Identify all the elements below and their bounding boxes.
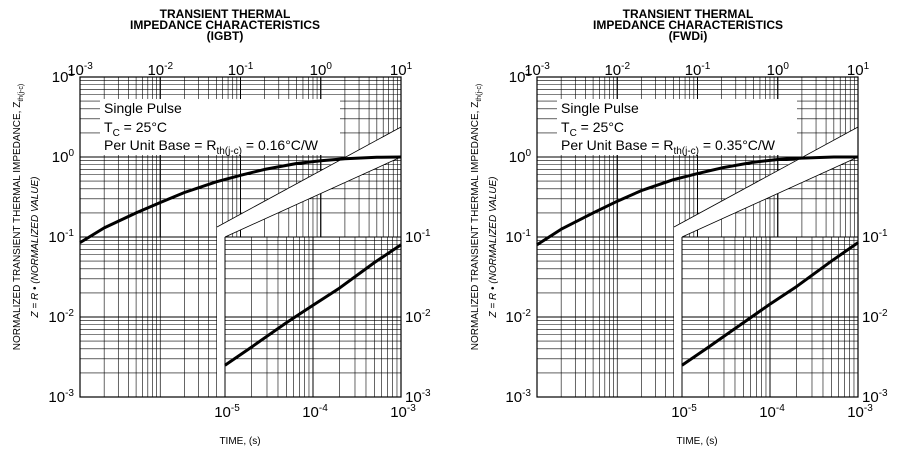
- plot-frame: [536, 76, 859, 398]
- gap-edge: [673, 126, 859, 228]
- annotation-tc: TC = 25°C: [561, 119, 624, 139]
- right-y-tick-label: 10-3: [405, 388, 431, 406]
- left-y-tick-label: 10-1: [505, 228, 531, 246]
- chart-title-line: TRANSIENT THERMAL: [623, 7, 754, 21]
- chart-title-line: IMPEDANCE CHARACTERISTICS: [130, 18, 320, 32]
- top-x-tick-label: 10-3: [524, 61, 550, 79]
- series-line-bottom-right: [224, 243, 402, 367]
- y-axis-label: NORMALIZED TRANSIENT THERMAL IMPEDANCE, …: [470, 84, 483, 350]
- top-x-tick-label: 10-2: [147, 61, 173, 79]
- series-line-top-left: [536, 155, 858, 247]
- top-x-tick-label: 100: [767, 61, 790, 79]
- left-y-tick-label: 10-2: [48, 308, 74, 326]
- right-y-tick-label: 10-1: [862, 228, 888, 246]
- annotation-per-unit-base: Per Unit Base = Rth(j-c) = 0.35°C/W: [561, 137, 776, 157]
- left-y-tick-label: 10-3: [48, 388, 74, 406]
- bottom-x-tick-label: 10-3: [847, 403, 873, 421]
- annotation-bg: [557, 99, 797, 155]
- annotation-single-pulse: Single Pulse: [561, 100, 639, 116]
- axis-gap: [674, 127, 858, 398]
- annotation-single-pulse: Single Pulse: [104, 100, 182, 116]
- bottom-x-tick-label: 10-5: [214, 403, 240, 421]
- chart-title-line: TRANSIENT THERMAL: [160, 7, 291, 21]
- right-y-tick-label: 10-2: [405, 308, 431, 326]
- y-axis-formula: Z = R • (NORMALIZED VALUE): [30, 176, 41, 318]
- left-y-tick-label: 100: [52, 148, 75, 166]
- top-x-tick-label: 10-1: [685, 61, 711, 79]
- top-x-tick-label: 101: [390, 61, 413, 79]
- gap-edge: [216, 126, 402, 228]
- right-y-tick-label: 10-1: [405, 228, 431, 246]
- left-y-tick-label: 100: [509, 148, 532, 166]
- top-x-tick-label: 10-1: [228, 61, 254, 79]
- y-axis-formula: Z = R • (NORMALIZED VALUE): [488, 176, 499, 318]
- series-line-top-left: [79, 155, 402, 244]
- left-y-tick-label: 101: [52, 68, 75, 86]
- bottom-x-tick-label: 10-4: [759, 403, 785, 421]
- annotation-per-unit-base: Per Unit Base = Rth(j-c) = 0.16°C/W: [104, 137, 319, 157]
- axis-gap: [217, 127, 401, 398]
- gap-edge: [224, 156, 402, 238]
- annotation-tc: TC = 25°C: [104, 119, 167, 139]
- top-x-tick-label: 10-2: [604, 61, 630, 79]
- right-y-tick-label: 10-2: [862, 308, 888, 326]
- left-y-tick-label: 10-1: [48, 228, 74, 246]
- chart-title-line: (FWDi): [669, 29, 708, 43]
- bottom-x-tick-label: 10-5: [671, 403, 697, 421]
- bottom-x-tick-label: 10-3: [390, 403, 416, 421]
- y-axis-label: NORMALIZED TRANSIENT THERMAL IMPEDANCE, …: [12, 84, 25, 350]
- annotation-bg: [100, 99, 340, 155]
- series-line-bottom-right: [681, 241, 859, 367]
- gap-edge: [681, 156, 859, 238]
- left-y-tick-label: 10-3: [505, 388, 531, 406]
- plot-frame: [79, 76, 402, 398]
- right-y-tick-label: 10-3: [862, 388, 888, 406]
- chart-title-line: (IGBT): [207, 29, 244, 43]
- bottom-x-tick-label: 10-4: [302, 403, 328, 421]
- x-axis-label: TIME, (s): [676, 436, 717, 447]
- top-x-tick-label: 10-3: [67, 61, 93, 79]
- left-y-tick-label: 10-2: [505, 308, 531, 326]
- top-x-tick-label: 100: [310, 61, 333, 79]
- left-y-tick-label: 101: [509, 68, 532, 86]
- chart-title-line: IMPEDANCE CHARACTERISTICS: [593, 18, 783, 32]
- top-x-tick-label: 101: [847, 61, 870, 79]
- x-axis-label: TIME, (s): [219, 436, 260, 447]
